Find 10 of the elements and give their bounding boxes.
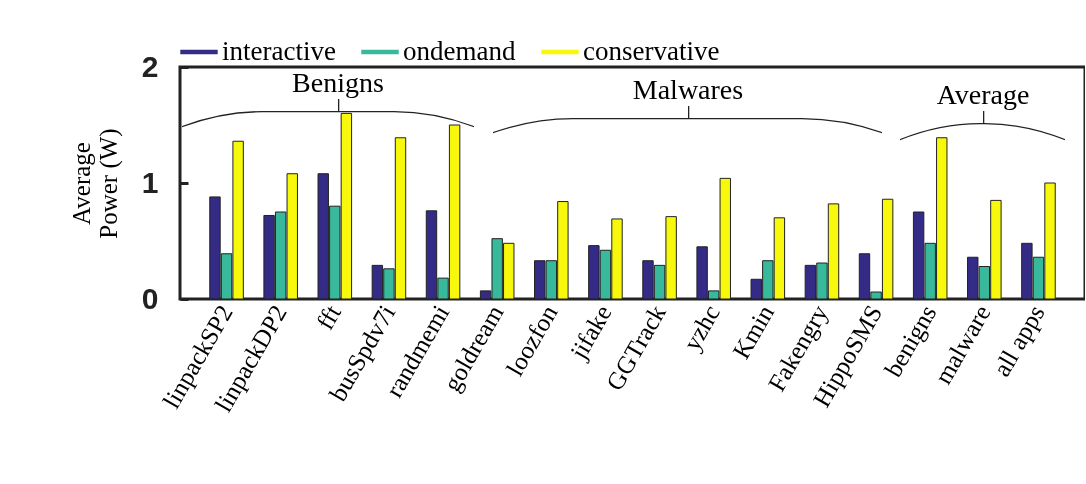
legend-label: ondemand — [403, 36, 516, 66]
legend-label: conservative — [583, 36, 720, 66]
annotation: Malwares — [632, 74, 744, 105]
y-axis-title: Average Power (W) — [67, 128, 123, 239]
y-tick-label: 0 — [141, 281, 159, 315]
legend-label: interactive — [222, 36, 336, 66]
annotation: Benigns — [292, 67, 384, 98]
y-tick-label: 2 — [141, 49, 159, 83]
y-tick-label: 1 — [141, 165, 159, 199]
annotation: Average — [936, 79, 1030, 110]
